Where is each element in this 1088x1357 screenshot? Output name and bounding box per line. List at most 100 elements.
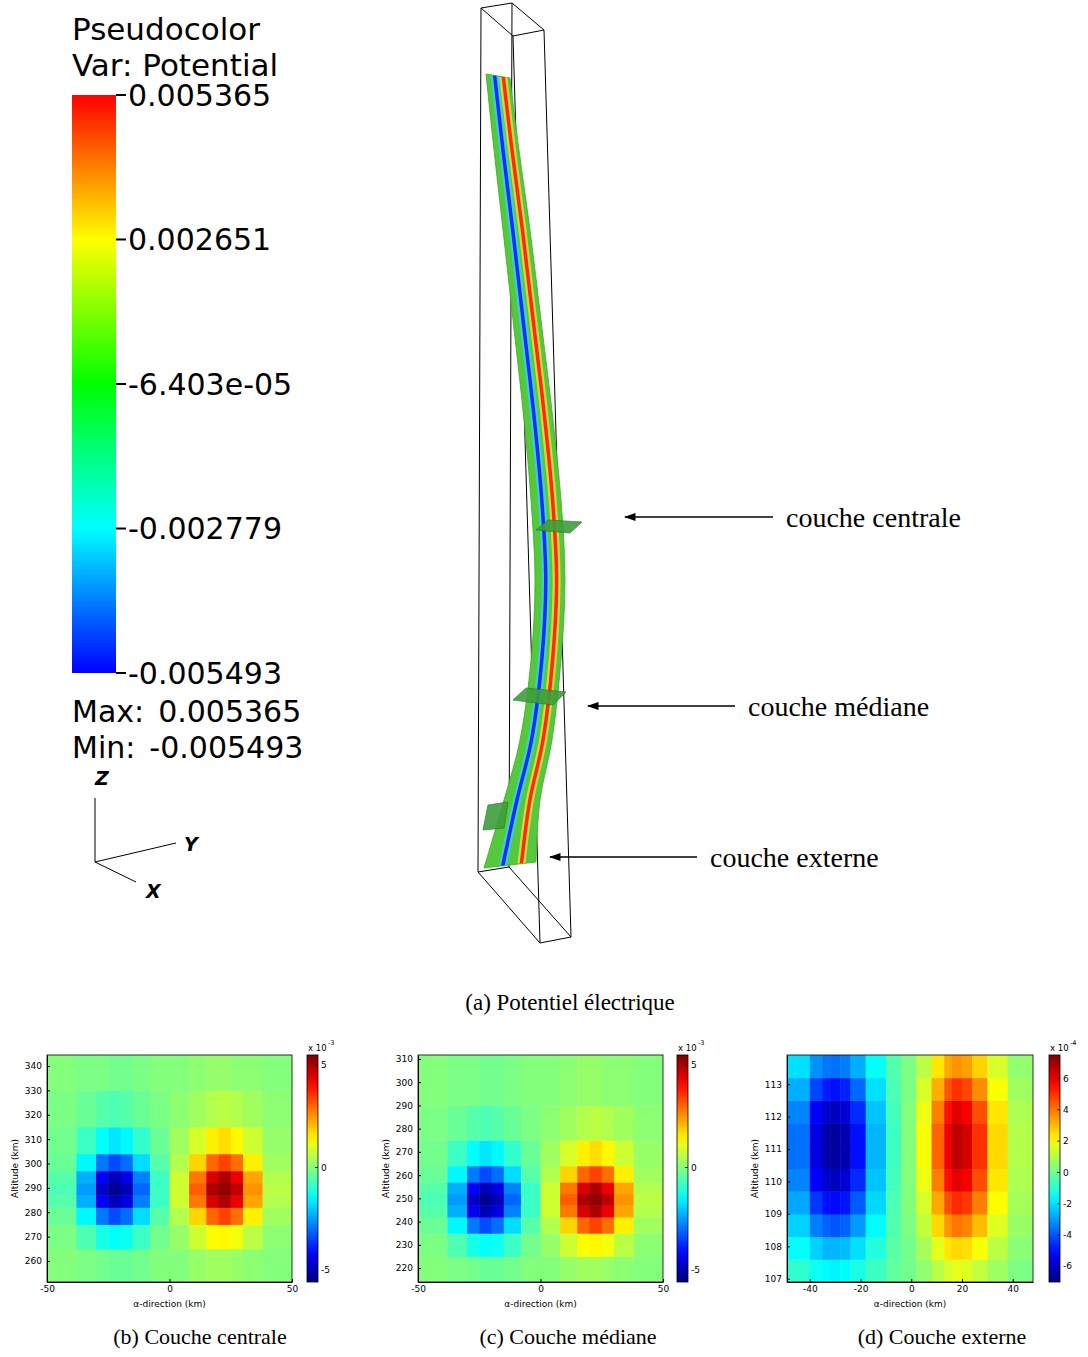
heatmap-cell: [962, 1237, 973, 1260]
domain-box-edge: [478, 8, 481, 872]
heatmap-cell: [787, 1055, 810, 1078]
heatmap-cell: [952, 1146, 963, 1169]
heatmap-cell: [170, 1195, 190, 1208]
heatmap-cell: [810, 1237, 823, 1260]
heatmap-cell: [504, 1105, 522, 1140]
heatmap-cell: [189, 1171, 207, 1184]
heatmap-cell: [823, 1100, 831, 1123]
heatmap-cell: [504, 1166, 522, 1183]
min-label-text: Min:: [72, 730, 135, 765]
heatmap-cell: [602, 1256, 615, 1282]
heatmap-cell: [521, 1233, 541, 1257]
heatmap-cell: [521, 1205, 541, 1217]
y-tick-label: 113: [765, 1080, 782, 1090]
heatmap-cell: [243, 1127, 263, 1154]
heatmap-cell: [840, 1055, 851, 1078]
heatmap-cell: [206, 1224, 219, 1249]
heatmap-cell: [447, 1194, 467, 1206]
heatmap-cell: [447, 1182, 467, 1194]
y-tick-mark: [47, 1066, 50, 1067]
heatmap-cell: [901, 1146, 917, 1169]
heatmap-cell: [263, 1249, 292, 1282]
heatmap-cell: [810, 1123, 823, 1146]
y-tick-label: 110: [765, 1177, 782, 1187]
heatmap-cell: [916, 1123, 932, 1146]
heatmap-cell: [590, 1205, 603, 1217]
heatmap-cell: [231, 1224, 244, 1249]
heatmap-cell: [504, 1140, 522, 1166]
y-tick: 280: [25, 1208, 50, 1218]
heatmap-cell: [830, 1214, 841, 1237]
y-tick-label: 280: [396, 1124, 413, 1134]
heatmap-cell: [243, 1171, 263, 1184]
layer-plane: [513, 688, 566, 705]
heatmap-cell: [121, 1154, 134, 1172]
heatmap-cell: [972, 1146, 988, 1169]
domain-box-edge: [478, 867, 509, 872]
heatmap-cell: [810, 1214, 823, 1237]
heatmap-cell: [76, 1224, 96, 1249]
heatmap-cell: [901, 1078, 917, 1101]
y-axis-title: Altitude (km): [10, 1139, 20, 1198]
domain-box-edge: [481, 8, 513, 36]
x-axis-title: α-direction (km): [874, 1299, 946, 1309]
heatmap-cell: [916, 1146, 932, 1169]
heatmap-cell: [121, 1195, 134, 1208]
heatmap-cell: [886, 1078, 902, 1101]
x-tick: 40: [1007, 1279, 1019, 1294]
heatmap-cell: [962, 1214, 973, 1237]
triad-axis: [95, 862, 136, 882]
heatmap-cell: [133, 1171, 151, 1184]
heatmap-cell: [219, 1171, 232, 1184]
y-tick: 250: [396, 1194, 421, 1204]
x-tick: -20: [854, 1279, 869, 1294]
x-axis: -50050: [411, 1279, 669, 1294]
heatmap-cell: [823, 1123, 831, 1146]
y-tick: 320: [25, 1110, 50, 1120]
caption: (c) Couche médiane: [479, 1324, 656, 1349]
heatmap-cell: [541, 1182, 561, 1194]
heatmap-cell: [850, 1169, 866, 1192]
heatmap-cell: [541, 1105, 561, 1140]
y-tick-mark: [47, 1115, 50, 1116]
x-tick-mark: [861, 1279, 862, 1282]
heatmap-cell: [634, 1194, 663, 1206]
colorbar-tick: [1057, 1141, 1060, 1142]
heatmap-cell: [886, 1055, 902, 1078]
heatmap-cell: [823, 1169, 831, 1192]
heatmap-cell: [492, 1233, 505, 1257]
y-tick-label: 230: [396, 1240, 413, 1250]
heatmap-cell: [602, 1205, 615, 1217]
heatmap-cell: [108, 1183, 121, 1196]
heatmap-cell: [614, 1256, 634, 1282]
heatmap-cell: [447, 1166, 467, 1183]
x-tick-label: 40: [1007, 1284, 1019, 1294]
heatmap-cell: [787, 1146, 810, 1169]
heatmap-cell: [916, 1055, 932, 1078]
heatmap-cell: [150, 1154, 170, 1172]
x-tick-label: 0: [538, 1284, 544, 1294]
colorbar-tick-label: -2: [1063, 1199, 1072, 1209]
heatmap-cell: [231, 1055, 244, 1091]
heatmap-cell: [108, 1207, 121, 1225]
heatmap-cell: [263, 1171, 292, 1184]
heatmap-cell: [590, 1256, 603, 1282]
heatmap-cell: [932, 1055, 945, 1078]
heatmap-cell: [560, 1182, 578, 1194]
heatmap-cell: [150, 1249, 170, 1282]
annotation-arrow: [588, 705, 735, 706]
heatmap-cell: [886, 1169, 902, 1192]
heatmap-cell: [916, 1100, 932, 1123]
heatmap-cell: [206, 1154, 219, 1172]
colorbar-tick: [1057, 1266, 1060, 1267]
heatmap-cell: [602, 1182, 615, 1194]
heatmap-cell: [231, 1183, 244, 1196]
heatmap-cell: [560, 1233, 578, 1257]
y-tick-mark: [418, 1198, 421, 1199]
heatmap-cell: [932, 1146, 945, 1169]
y-tick: 330: [25, 1086, 50, 1096]
heatmap-cell: [479, 1233, 492, 1257]
heatmap-cell: [541, 1166, 561, 1183]
heatmap-cell: [96, 1207, 109, 1225]
y-tick-mark: [418, 1245, 421, 1246]
